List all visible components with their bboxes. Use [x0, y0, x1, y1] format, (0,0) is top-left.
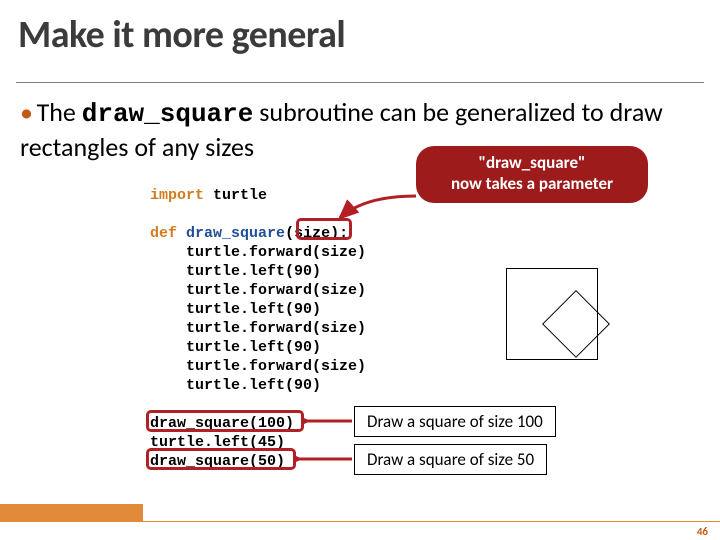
page-title: Make it more general: [18, 12, 345, 58]
highlight-box-param: [296, 218, 352, 240]
annotation-label-100: Draw a square of size 100: [354, 406, 556, 437]
bullet-dot-icon: •: [20, 96, 33, 128]
callout-line-1: "draw_square": [430, 152, 634, 173]
bullet-prefix: The: [37, 96, 82, 128]
title-underline: [16, 82, 704, 83]
callout-line-2: now takes a parameter: [430, 173, 634, 194]
annotation-label-50: Draw a square of size 50: [354, 444, 547, 475]
turtle-output: [504, 232, 674, 402]
slide: Make it more general • The draw_square s…: [0, 0, 720, 540]
highlight-box-call-100: [146, 410, 304, 432]
footer-accent-bar: [0, 504, 143, 522]
bullet-code-name: draw_square: [82, 99, 254, 129]
footer-accent-line: [0, 521, 720, 522]
highlight-box-call-50: [146, 448, 296, 470]
parameter-callout: "draw_square" now takes a parameter: [416, 146, 648, 203]
page-number: 46: [697, 525, 708, 538]
